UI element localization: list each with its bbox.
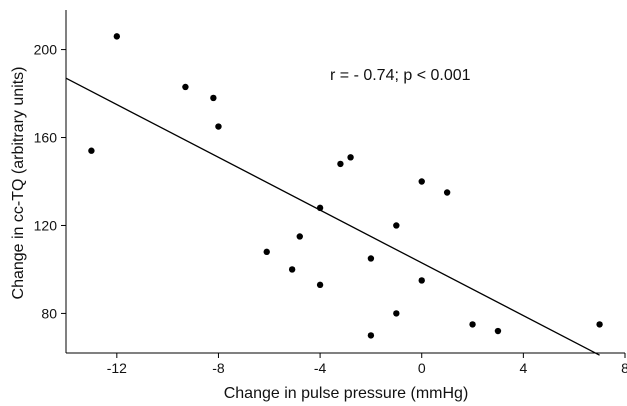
data-point	[347, 154, 354, 161]
data-point	[215, 123, 222, 130]
data-point	[494, 327, 502, 335]
data-point	[367, 255, 375, 262]
regression-line-layer	[65, 77, 600, 356]
x-tick-label: -8	[212, 360, 225, 376]
data-point	[296, 233, 303, 240]
y-tick-label: 200	[34, 42, 58, 58]
data-point	[443, 189, 451, 196]
data-point	[316, 281, 324, 289]
x-tick-label: -4	[314, 360, 327, 376]
data-point	[418, 277, 425, 284]
y-tick-label: 80	[41, 305, 57, 321]
data-point	[367, 332, 375, 339]
ticks: -12 -8 -4 0 4 8 80 120 160 200	[34, 42, 627, 376]
data-point	[182, 83, 189, 91]
regression-line	[65, 77, 600, 356]
x-tick-label: 0	[418, 360, 426, 376]
data-point	[418, 178, 425, 185]
data-point	[393, 310, 400, 317]
y-axis-title: Change in cc-TQ (arbitrary units)	[10, 67, 27, 300]
x-tick-label: -12	[107, 360, 127, 376]
data-point	[88, 147, 95, 154]
y-tick-label: 120	[34, 217, 58, 233]
correlation-annotation: r = - 0.74; p < 0.001	[330, 67, 471, 84]
data-point	[210, 94, 217, 102]
data-point	[263, 248, 270, 256]
x-axis-title: Change in pulse pressure (mmHg)	[224, 385, 469, 402]
data-point	[596, 321, 603, 328]
axes	[65, 10, 625, 354]
data-point	[469, 321, 476, 328]
data-points	[88, 33, 603, 339]
x-tick-label: 8	[621, 360, 627, 376]
y-tick-label: 160	[34, 130, 58, 146]
data-point	[337, 160, 344, 168]
data-point	[113, 33, 121, 40]
data-point	[316, 204, 324, 212]
x-tick-label: 4	[519, 360, 527, 376]
data-point	[393, 222, 400, 229]
data-point	[288, 266, 296, 273]
